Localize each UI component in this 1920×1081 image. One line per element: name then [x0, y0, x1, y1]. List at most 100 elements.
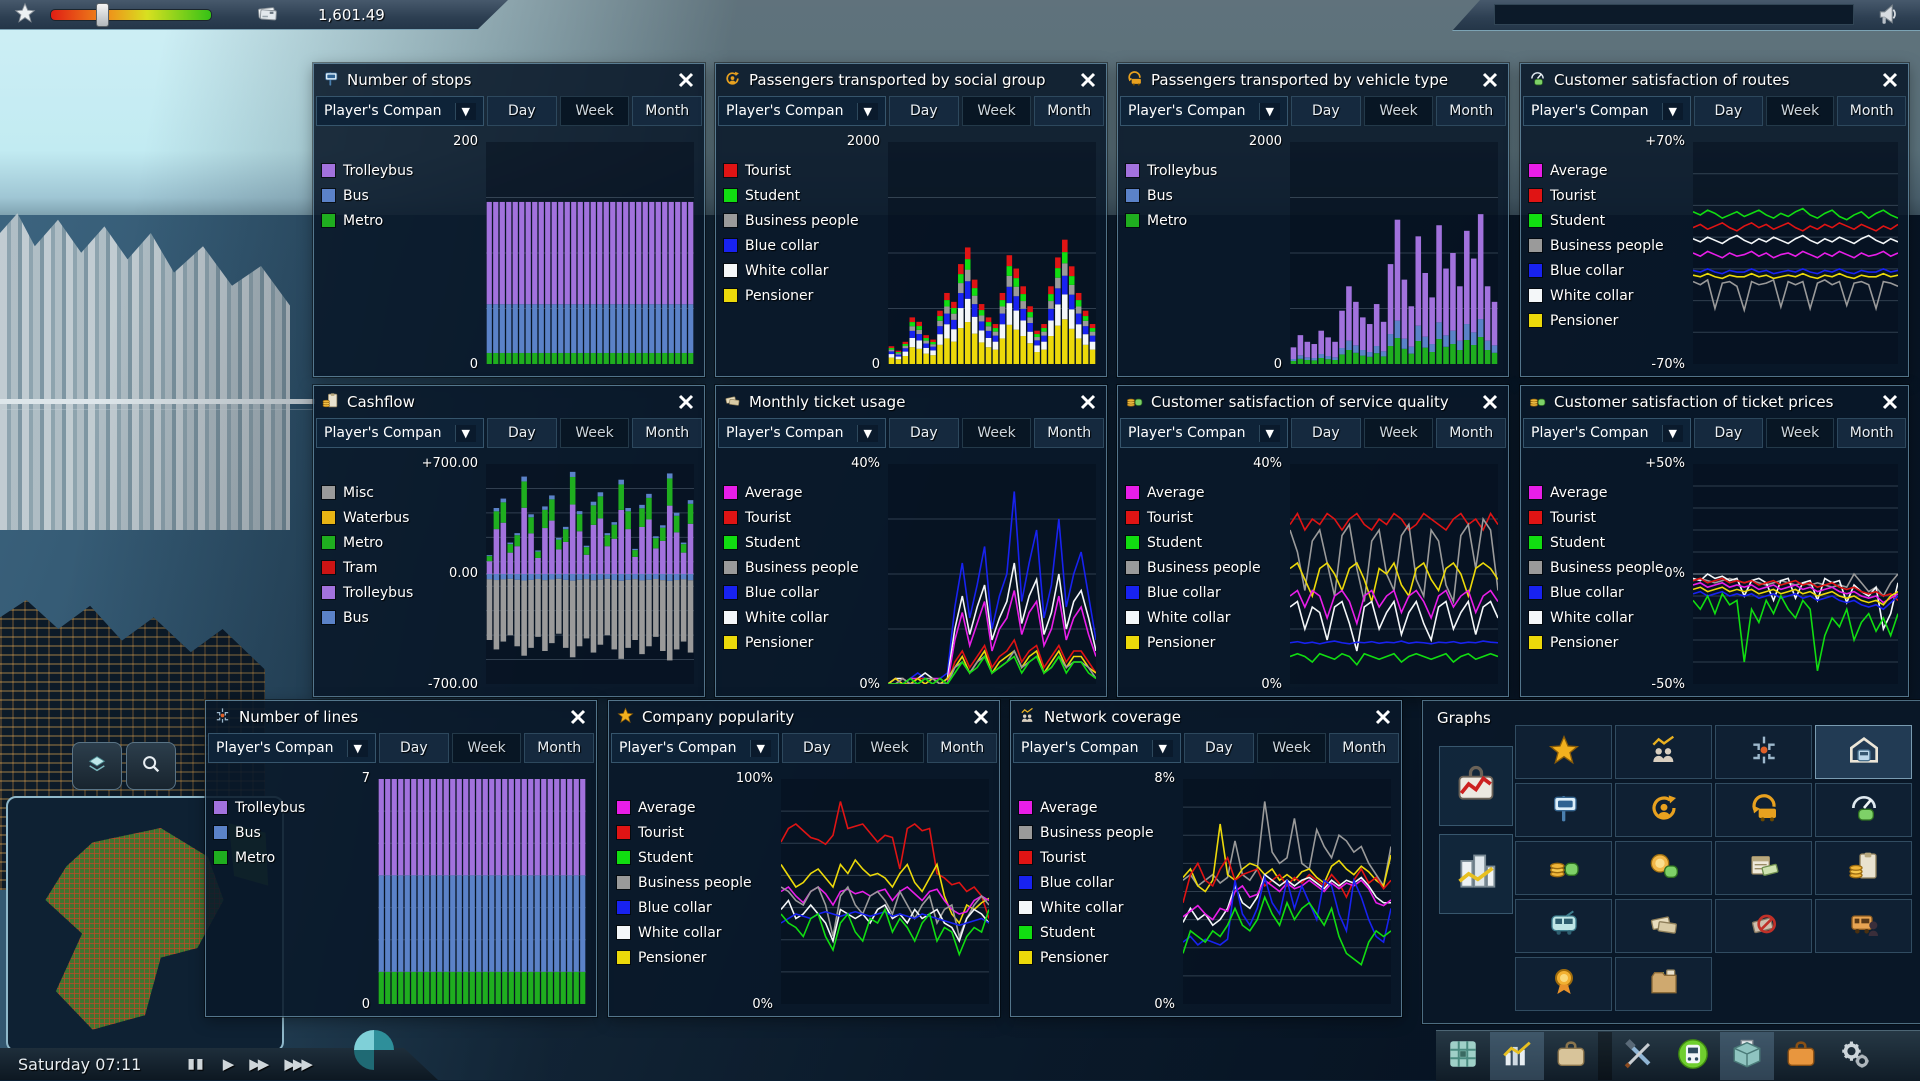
window-titlebar[interactable]: Customer satisfaction of routes: [1521, 64, 1908, 96]
tab-week[interactable]: Week: [559, 96, 630, 126]
graph-button-tram[interactable]: [1515, 899, 1612, 953]
graph-button-cycle-people[interactable]: [1615, 783, 1712, 837]
company-dropdown[interactable]: Player's Compan ▼: [611, 733, 779, 763]
window-titlebar[interactable]: Cashflow: [314, 386, 704, 418]
reputation-slider[interactable]: [50, 2, 212, 27]
zoom-search-button[interactable]: [126, 742, 176, 790]
tab-day[interactable]: Day: [1694, 418, 1763, 448]
graph-button-star[interactable]: [1515, 725, 1612, 779]
notifications-fan-icon[interactable]: [350, 1026, 404, 1078]
tab-day[interactable]: Day: [889, 418, 959, 448]
close-icon[interactable]: [676, 392, 696, 412]
window-titlebar[interactable]: Monthly ticket usage: [716, 386, 1106, 418]
toolbar-map-info-button[interactable]: [1436, 1032, 1490, 1080]
tab-week[interactable]: Week: [451, 733, 522, 763]
tab-month[interactable]: Month: [1436, 418, 1507, 448]
megaphone-icon[interactable]: [1876, 1, 1912, 29]
tab-week[interactable]: Week: [1363, 96, 1434, 126]
window-titlebar[interactable]: Customer satisfaction of service quality: [1118, 386, 1508, 418]
toolbar-tools-button[interactable]: [1612, 1032, 1666, 1080]
toolbar-briefcase-beige-button[interactable]: [1544, 1032, 1598, 1080]
toolbar-depot-box-button[interactable]: [1720, 1032, 1774, 1080]
window-titlebar[interactable]: Network coverage: [1011, 701, 1401, 733]
toolbar-settings-gears-button[interactable]: [1828, 1032, 1882, 1080]
toolbar-vehicles-bus-button[interactable]: [1666, 1032, 1720, 1080]
tab-month[interactable]: Month: [1837, 96, 1907, 126]
close-icon[interactable]: [676, 70, 696, 90]
close-icon[interactable]: [1480, 70, 1500, 90]
tab-week[interactable]: Week: [961, 96, 1032, 126]
close-icon[interactable]: [1880, 70, 1900, 90]
tab-month[interactable]: Month: [632, 418, 703, 448]
tab-day[interactable]: Day: [889, 96, 959, 126]
toolbar-briefcase-orange-button[interactable]: [1774, 1032, 1828, 1080]
graph-button-calendar-money[interactable]: [1715, 841, 1812, 895]
graphs-category-company-graphs-button[interactable]: [1439, 746, 1513, 826]
tab-day[interactable]: Day: [1184, 733, 1254, 763]
graph-button-ticket-ban[interactable]: [1715, 899, 1812, 953]
tab-month[interactable]: Month: [1837, 418, 1907, 448]
tab-week[interactable]: Week: [559, 418, 630, 448]
company-dropdown[interactable]: Player's Compan ▼: [1523, 96, 1691, 126]
close-icon[interactable]: [1078, 392, 1098, 412]
graph-button-tickets[interactable]: [1615, 899, 1712, 953]
graph-button-coins-thumb[interactable]: [1515, 841, 1612, 895]
close-icon[interactable]: [568, 707, 588, 727]
tab-day[interactable]: Day: [1291, 96, 1361, 126]
tab-day[interactable]: Day: [487, 96, 557, 126]
tab-week[interactable]: Week: [961, 418, 1032, 448]
company-dropdown[interactable]: Player's Compan ▼: [1013, 733, 1181, 763]
graph-button-medal-thumb[interactable]: [1615, 841, 1712, 895]
window-titlebar[interactable]: Number of lines: [206, 701, 596, 733]
company-dropdown[interactable]: Player's Compan ▼: [718, 418, 886, 448]
tab-month[interactable]: Month: [524, 733, 595, 763]
tab-month[interactable]: Month: [1034, 96, 1105, 126]
tab-week[interactable]: Week: [1765, 418, 1835, 448]
graphs-category-city-graphs-button[interactable]: [1439, 834, 1513, 914]
tab-month[interactable]: Month: [1034, 418, 1105, 448]
pause-button[interactable]: ▮▮: [187, 1056, 205, 1072]
graph-button-award[interactable]: [1515, 957, 1612, 1011]
close-icon[interactable]: [1078, 70, 1098, 90]
tab-month[interactable]: Month: [1436, 96, 1507, 126]
graph-button-route-nodes[interactable]: [1715, 725, 1812, 779]
play-button[interactable]: ▶: [222, 1055, 234, 1073]
window-titlebar[interactable]: Customer satisfaction of ticket prices: [1521, 386, 1908, 418]
fastest-forward-button[interactable]: ▶▶▶: [284, 1055, 313, 1073]
company-dropdown[interactable]: Player's Compan ▼: [1120, 418, 1288, 448]
company-dropdown[interactable]: Player's Compan ▼: [1120, 96, 1288, 126]
graph-button-folder-money[interactable]: [1615, 957, 1712, 1011]
tab-month[interactable]: Month: [927, 733, 998, 763]
company-dropdown[interactable]: Player's Compan ▼: [316, 96, 484, 126]
reputation-slider-handle[interactable]: [95, 2, 109, 27]
company-dropdown[interactable]: Player's Compan ▼: [718, 96, 886, 126]
graph-button-people-chart[interactable]: [1615, 725, 1712, 779]
graph-button-bus-passenger[interactable]: [1815, 899, 1912, 953]
tab-day[interactable]: Day: [1694, 96, 1763, 126]
map-layers-button[interactable]: [72, 742, 122, 790]
window-titlebar[interactable]: Passengers transported by vehicle type: [1118, 64, 1508, 96]
toolbar-graphs-bars-button[interactable]: [1490, 1032, 1544, 1080]
tab-day[interactable]: Day: [379, 733, 449, 763]
tab-week[interactable]: Week: [1363, 418, 1434, 448]
tab-week[interactable]: Week: [1256, 733, 1327, 763]
tab-day[interactable]: Day: [782, 733, 852, 763]
close-icon[interactable]: [1880, 392, 1900, 412]
company-dropdown[interactable]: Player's Compan ▼: [208, 733, 376, 763]
close-icon[interactable]: [1480, 392, 1500, 412]
tab-month[interactable]: Month: [632, 96, 703, 126]
close-icon[interactable]: [1373, 707, 1393, 727]
tab-month[interactable]: Month: [1329, 733, 1400, 763]
window-titlebar[interactable]: Number of stops: [314, 64, 704, 96]
graph-button-clipboard-coins[interactable]: [1815, 841, 1912, 895]
fast-forward-button[interactable]: ▶▶: [249, 1055, 269, 1073]
tab-day[interactable]: Day: [1291, 418, 1361, 448]
company-dropdown[interactable]: Player's Compan ▼: [1523, 418, 1691, 448]
tab-week[interactable]: Week: [1765, 96, 1835, 126]
window-titlebar[interactable]: Company popularity: [609, 701, 999, 733]
graph-button-bus-stop-sign[interactable]: [1515, 783, 1612, 837]
graph-button-gauge-thumb[interactable]: [1815, 783, 1912, 837]
window-titlebar[interactable]: Passengers transported by social group: [716, 64, 1106, 96]
graph-button-bus-garage[interactable]: [1815, 725, 1912, 779]
close-icon[interactable]: [971, 707, 991, 727]
